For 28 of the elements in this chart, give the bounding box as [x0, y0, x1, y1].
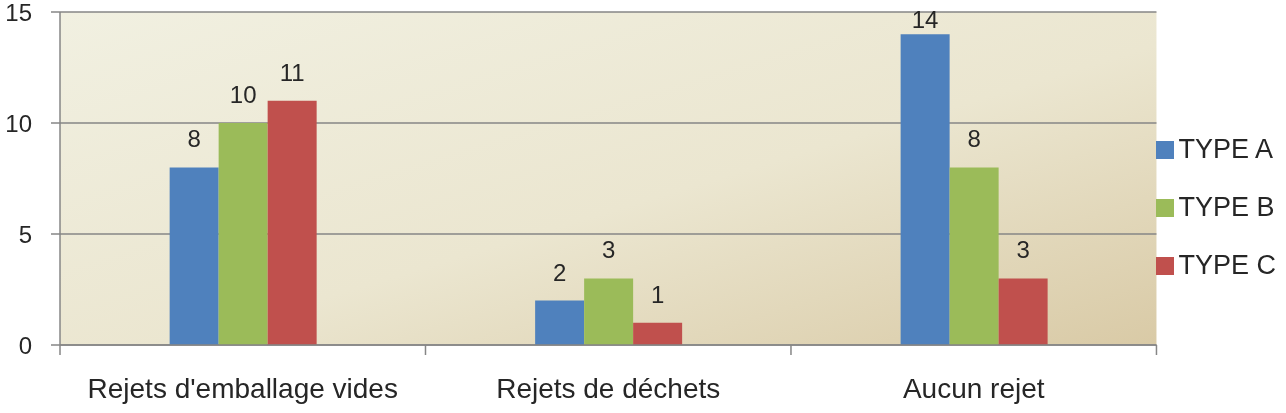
data-label: 14	[911, 6, 939, 33]
y-tick-label: 5	[18, 220, 32, 248]
x-tick-label: Rejets de déchets	[496, 372, 721, 404]
bar	[633, 322, 683, 345]
bar	[218, 123, 268, 345]
bar	[949, 167, 999, 345]
bar	[535, 300, 585, 345]
bar	[900, 34, 950, 345]
data-label: 8	[967, 125, 981, 153]
legend-label: TYPE B	[1178, 191, 1275, 222]
bar	[584, 278, 634, 345]
data-label: 10	[229, 81, 257, 108]
x-tick-label: Aucun rejet	[902, 372, 1045, 404]
legend-label: TYPE C	[1178, 249, 1276, 280]
legend-label: TYPE A	[1178, 133, 1274, 164]
bar	[998, 278, 1048, 345]
data-label: 3	[601, 236, 616, 264]
y-tick-label: 0	[18, 331, 32, 359]
y-tick-label: 15	[5, 0, 32, 26]
data-label: 11	[279, 58, 305, 86]
y-tick-label: 10	[5, 109, 32, 137]
bar	[169, 167, 219, 345]
data-label: 2	[552, 258, 567, 286]
data-label: 1	[650, 280, 665, 308]
data-label: 8	[187, 125, 201, 153]
data-label: 3	[1016, 236, 1030, 264]
bar	[267, 100, 317, 345]
x-tick-label: Rejets d'emballage vides	[87, 372, 398, 404]
